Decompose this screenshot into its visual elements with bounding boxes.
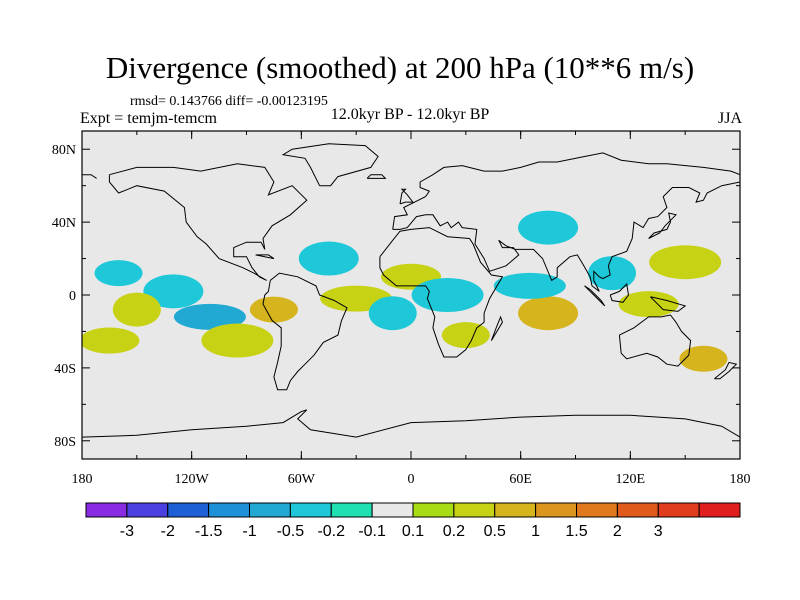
- colorbar-swatch: [453, 502, 496, 518]
- y-tick-label: 40S: [54, 362, 76, 377]
- colorbar-label: -1: [242, 523, 256, 540]
- coastline: [108, 163, 308, 281]
- divergence-field: [82, 210, 728, 372]
- colorbar-swatch: [657, 502, 700, 518]
- y-axis-labels: 80N 40N 0 40S 80S: [52, 143, 76, 450]
- field-region: [173, 303, 246, 330]
- season-label: JJA: [717, 110, 742, 127]
- x-axis-labels: 180 120W 60W 0 60E 120E 180: [72, 472, 751, 487]
- coastline: [584, 285, 606, 307]
- period-label: 12.0kyr BP - 12.0kyr BP: [330, 106, 490, 123]
- colorbar-swatch: [167, 502, 210, 518]
- colorbar-swatch: [371, 502, 414, 518]
- coastline: [281, 143, 379, 187]
- coastline: [255, 254, 275, 260]
- colorbar: [85, 502, 741, 518]
- colorbar-label: 1.5: [565, 523, 587, 540]
- field-region: [518, 296, 579, 331]
- colorbar-swatch: [126, 502, 169, 518]
- colorbar-swatch: [85, 502, 128, 518]
- coastlines: [82, 143, 740, 438]
- field-region: [649, 245, 722, 280]
- y-tick-label: 40N: [52, 216, 76, 231]
- y-tick-label: 0: [69, 289, 76, 304]
- coastline: [650, 296, 687, 312]
- colorbar-swatch: [576, 502, 618, 518]
- colorbar-label: 2: [613, 523, 622, 540]
- colorbar-label: 3: [654, 523, 663, 540]
- colorbar-label: -0.5: [277, 523, 305, 540]
- coastline: [399, 188, 414, 205]
- x-tick-label: 120W: [175, 472, 210, 487]
- field-region: [368, 296, 417, 331]
- field-region: [411, 278, 484, 312]
- stats-line: rmsd= 0.143766 diff= -0.00123195: [130, 94, 328, 109]
- field-region: [493, 272, 566, 299]
- axis-ticks: [81, 131, 741, 459]
- colorbar-swatch: [412, 502, 455, 518]
- figure-title: Divergence (smoothed) at 200 hPa (10**6 …: [105, 50, 695, 85]
- field-region: [143, 274, 204, 309]
- x-tick-label: 120E: [616, 472, 646, 487]
- coastline: [392, 181, 740, 292]
- colorbar-swatch: [289, 502, 332, 518]
- colorbar-swatch: [616, 502, 659, 518]
- colorbar-label: 0.5: [484, 523, 506, 540]
- colorbar-label: -0.1: [358, 523, 386, 540]
- field-region: [518, 210, 579, 245]
- x-tick-label: 0: [408, 472, 415, 487]
- colorbar-swatch: [208, 502, 250, 518]
- field-region: [298, 241, 359, 276]
- field-region: [82, 327, 140, 354]
- coastline: [379, 227, 504, 358]
- y-tick-label: 80S: [54, 435, 76, 450]
- field-region: [588, 256, 637, 291]
- colorbar-label: -2: [161, 523, 175, 540]
- field-region: [201, 323, 274, 358]
- colorbar-swatch: [535, 502, 577, 518]
- experiment-label: Expt = temjm-temcm: [80, 110, 217, 127]
- y-tick-label: 80N: [52, 143, 76, 158]
- coastline: [490, 315, 503, 341]
- field-region: [112, 292, 161, 327]
- coastline: [648, 212, 677, 239]
- colorbar-swatch: [494, 502, 537, 518]
- colorbar-label: 0.1: [402, 523, 424, 540]
- colorbar-swatch: [698, 502, 741, 518]
- colorbar-labels: -3 -2 -1.5 -1 -0.5 -0.2 -0.1 0.1 0.2 0.5 1 1.5 2 3: [120, 523, 663, 540]
- colorbar-swatch: [249, 502, 291, 518]
- coastline: [82, 409, 740, 438]
- x-tick-label: 180: [72, 472, 93, 487]
- coastline: [392, 152, 740, 230]
- field-region: [94, 260, 143, 287]
- field-region: [441, 322, 490, 349]
- coastline: [609, 283, 630, 303]
- colorbar-label: -1.5: [195, 523, 223, 540]
- coastline: [714, 361, 738, 380]
- colorbar-label: -0.2: [317, 523, 345, 540]
- x-tick-label: 60W: [288, 472, 316, 487]
- colorbar-label: -3: [120, 523, 134, 540]
- field-region: [679, 345, 728, 372]
- colorbar-swatch: [330, 502, 373, 518]
- coastline: [366, 174, 387, 179]
- colorbar-label: 1: [531, 523, 540, 540]
- coastline: [82, 174, 97, 179]
- colorbar-label: 0.2: [443, 523, 465, 540]
- coastline: [262, 272, 348, 391]
- field-region: [249, 296, 298, 323]
- x-tick-label: 60E: [509, 472, 532, 487]
- coastline: [618, 314, 692, 367]
- field-region: [618, 291, 679, 318]
- x-tick-label: 180: [730, 472, 751, 487]
